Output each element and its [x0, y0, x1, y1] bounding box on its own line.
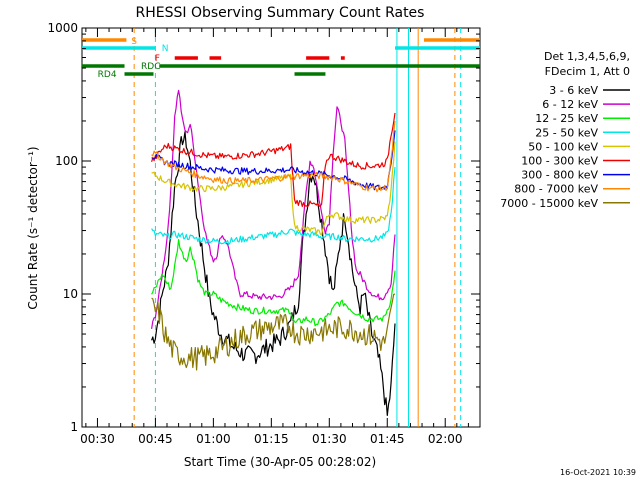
legend-header-line: FDecim 1, Att 0 [545, 65, 630, 78]
legend-entry-label: 6 - 12 keV [542, 98, 598, 111]
series-line [151, 141, 396, 236]
y-axis-label: Count Rate (s⁻¹ detector⁻¹) [26, 146, 40, 309]
plot-frame [81, 27, 481, 428]
flag-label-n: N [162, 44, 169, 54]
series-line [151, 89, 396, 329]
legend-entry-label: 3 - 6 keV [549, 84, 598, 97]
x-tick-label: 02:00 [428, 432, 463, 446]
legend-entry-label: 50 - 100 keV [528, 140, 598, 153]
y-tick-label: 1000 [47, 21, 78, 35]
x-tick-label: 01:15 [254, 432, 289, 446]
y-tick-label: 1 [70, 420, 78, 434]
chart-title: RHESSI Observing Summary Count Rates [136, 5, 425, 21]
flag-label-f: F [155, 54, 160, 64]
y-tick-label: 10 [63, 287, 78, 301]
series-line [151, 131, 396, 416]
series-line [151, 167, 396, 245]
x-tick-label: 01:30 [312, 432, 347, 446]
flag-label-rd4: RD4 [98, 70, 117, 80]
x-tick-label: 01:00 [196, 432, 231, 446]
legend-entry-label: 300 - 800 keV [521, 169, 598, 182]
legend-entry-label: 7000 - 15000 keV [500, 197, 598, 210]
flag-label-s: S [131, 37, 137, 47]
legend-entry-label: 12 - 25 keV [535, 112, 598, 125]
legend-entry-label: 25 - 50 keV [535, 126, 598, 139]
x-axis-label: Start Time (30-Apr-05 00:28:02) [184, 455, 376, 469]
flag-label-rdc: RDC [141, 62, 160, 72]
timestamp: 16-Oct-2021 10:39 [560, 468, 636, 477]
series-line [151, 293, 396, 371]
series-line [151, 112, 396, 208]
x-tick-label: 00:45 [138, 432, 173, 446]
series-line [151, 239, 396, 327]
x-tick-label: 01:45 [370, 432, 405, 446]
y-tick-label: 100 [55, 154, 78, 168]
legend-entry-label: 800 - 7000 keV [514, 183, 598, 196]
x-tick-label: 00:30 [80, 432, 115, 446]
legend-entry-label: 100 - 300 keV [521, 155, 598, 168]
series-line [151, 120, 396, 193]
legend-header-line: Det 1,3,4,5,6,9, [544, 50, 630, 63]
